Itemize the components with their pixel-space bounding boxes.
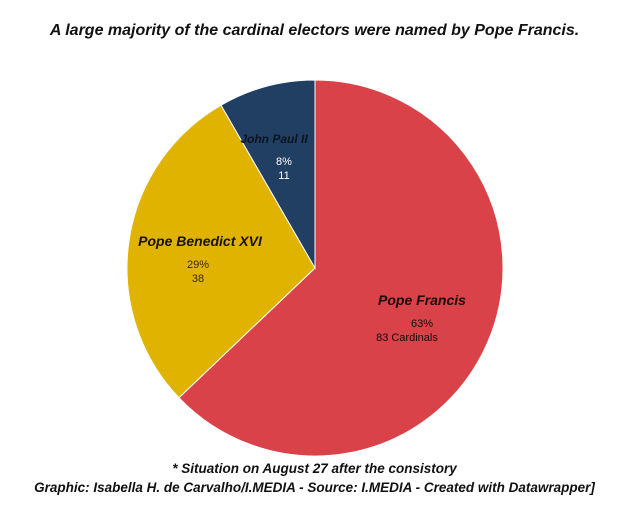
- pie-slice: [220, 79, 316, 270]
- slice-name-label: Pope Benedict XVI: [138, 233, 263, 249]
- pie-slice: [126, 104, 316, 399]
- slice-percent-label: 29%: [187, 259, 209, 271]
- slice-count-label: 38: [192, 273, 204, 285]
- slice-count-label: 11: [278, 170, 289, 182]
- chart-title: A large majority of the cardinal elector…: [49, 22, 580, 39]
- slice-count-label: 83 Cardinals: [376, 332, 438, 344]
- slice-name-label: Pope Francis: [378, 292, 466, 308]
- slice-percent-label: 8%: [276, 156, 292, 168]
- pie-slice: [178, 79, 504, 457]
- slice-percent-label: 63%: [411, 318, 433, 330]
- credit: Graphic: Isabella H. de Carvalho/I.MEDIA…: [34, 480, 595, 495]
- slice-name-label: John Paul II: [240, 132, 308, 146]
- footnote: * Situation on August 27 after the consi…: [172, 461, 457, 476]
